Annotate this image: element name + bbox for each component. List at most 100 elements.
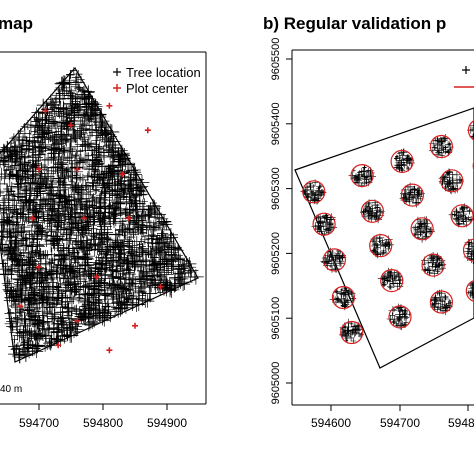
tree-marker — [71, 105, 78, 113]
tree-marker — [98, 188, 106, 196]
tree-marker — [79, 140, 92, 152]
tree-marker — [37, 131, 48, 142]
tree-marker — [417, 221, 424, 228]
plot-center-marker — [42, 107, 49, 114]
tree-marker — [441, 293, 449, 301]
tree-marker — [454, 208, 458, 212]
tree-marker — [308, 189, 317, 198]
tree-marker — [97, 176, 113, 192]
tree-marker — [121, 187, 128, 194]
tree-marker — [15, 225, 27, 237]
tree-marker — [56, 297, 67, 308]
tree-marker — [441, 136, 446, 140]
tree-marker — [465, 245, 472, 252]
tree-marker — [110, 138, 118, 145]
tree-marker — [101, 188, 111, 198]
tree-marker — [85, 239, 97, 251]
tree-marker — [8, 140, 15, 147]
tree-marker — [436, 296, 445, 305]
tree-marker — [54, 283, 62, 291]
tree-marker — [23, 305, 35, 316]
tree-marker — [120, 207, 130, 217]
legend-plot-center-label: Plot center — [126, 81, 189, 96]
tree-marker — [447, 175, 452, 180]
tree-marker — [57, 312, 68, 323]
plot-circle — [331, 285, 355, 310]
tree-marker — [89, 179, 103, 192]
tree-marker — [42, 115, 51, 124]
panel-b-study-area — [294, 107, 474, 369]
tree-marker — [45, 309, 59, 324]
tree-marker — [92, 243, 99, 250]
tree-marker — [127, 188, 134, 195]
tree-marker — [128, 258, 138, 268]
tree-marker — [15, 325, 32, 342]
tree-marker — [342, 333, 352, 343]
tree-marker — [11, 264, 19, 273]
tree-marker — [327, 251, 336, 261]
tree-marker — [173, 253, 181, 261]
tree-marker — [32, 233, 43, 244]
tree-marker — [134, 183, 142, 191]
tree-marker — [371, 214, 377, 220]
tree-marker — [55, 185, 66, 197]
tree-marker — [126, 245, 138, 257]
tree-marker — [62, 233, 77, 248]
tree-marker — [169, 279, 181, 292]
tree-marker — [101, 233, 112, 244]
tree-marker — [335, 251, 341, 257]
tree-marker — [56, 222, 72, 238]
tree-marker — [129, 204, 141, 216]
tree-marker — [56, 181, 70, 195]
plot-circle — [322, 248, 346, 272]
tree-marker — [41, 183, 57, 199]
tree-marker — [407, 160, 413, 166]
plot-circle — [360, 199, 384, 223]
tree-marker — [71, 201, 83, 213]
tree-marker — [115, 152, 124, 161]
tree-marker — [371, 248, 375, 252]
tree-marker — [21, 195, 37, 211]
tree-marker — [41, 323, 55, 337]
tree-marker — [35, 122, 49, 137]
tree-marker — [135, 279, 151, 295]
tree-marker — [466, 290, 471, 295]
tree-marker — [102, 240, 113, 250]
tree-marker — [0, 238, 9, 251]
tree-marker — [64, 264, 80, 280]
tree-marker — [360, 172, 369, 181]
tree-marker — [20, 339, 28, 347]
tree-marker — [149, 259, 156, 265]
tree-marker — [165, 239, 182, 256]
tree-marker — [313, 197, 319, 203]
tree-marker — [108, 208, 116, 216]
tree-marker — [39, 230, 52, 243]
tree-marker — [19, 323, 36, 340]
tree-marker — [399, 148, 408, 157]
tree-marker — [105, 146, 118, 159]
tree-marker — [59, 321, 66, 329]
tree-marker — [394, 321, 399, 327]
panel-a-x-tick-label: 594900 — [147, 416, 187, 430]
tree-marker — [66, 263, 81, 278]
tree-marker — [46, 188, 61, 203]
tree-marker — [365, 206, 375, 216]
tree-marker — [88, 269, 96, 277]
tree-marker — [167, 242, 177, 252]
tree-marker — [8, 323, 16, 331]
tree-marker — [342, 292, 349, 299]
tree-marker — [155, 237, 164, 245]
tree-marker — [123, 183, 134, 195]
legend-plot-center-plus — [113, 84, 121, 92]
tree-marker — [433, 265, 442, 274]
legend-tree-plus — [113, 68, 121, 76]
tree-marker — [383, 240, 391, 248]
tree-marker — [113, 189, 123, 199]
tree-marker — [156, 264, 173, 281]
tree-marker — [318, 189, 325, 196]
tree-marker — [336, 255, 343, 262]
tree-marker — [33, 305, 41, 313]
tree-marker — [90, 284, 98, 292]
tree-marker — [140, 255, 153, 267]
tree-marker — [63, 143, 77, 157]
